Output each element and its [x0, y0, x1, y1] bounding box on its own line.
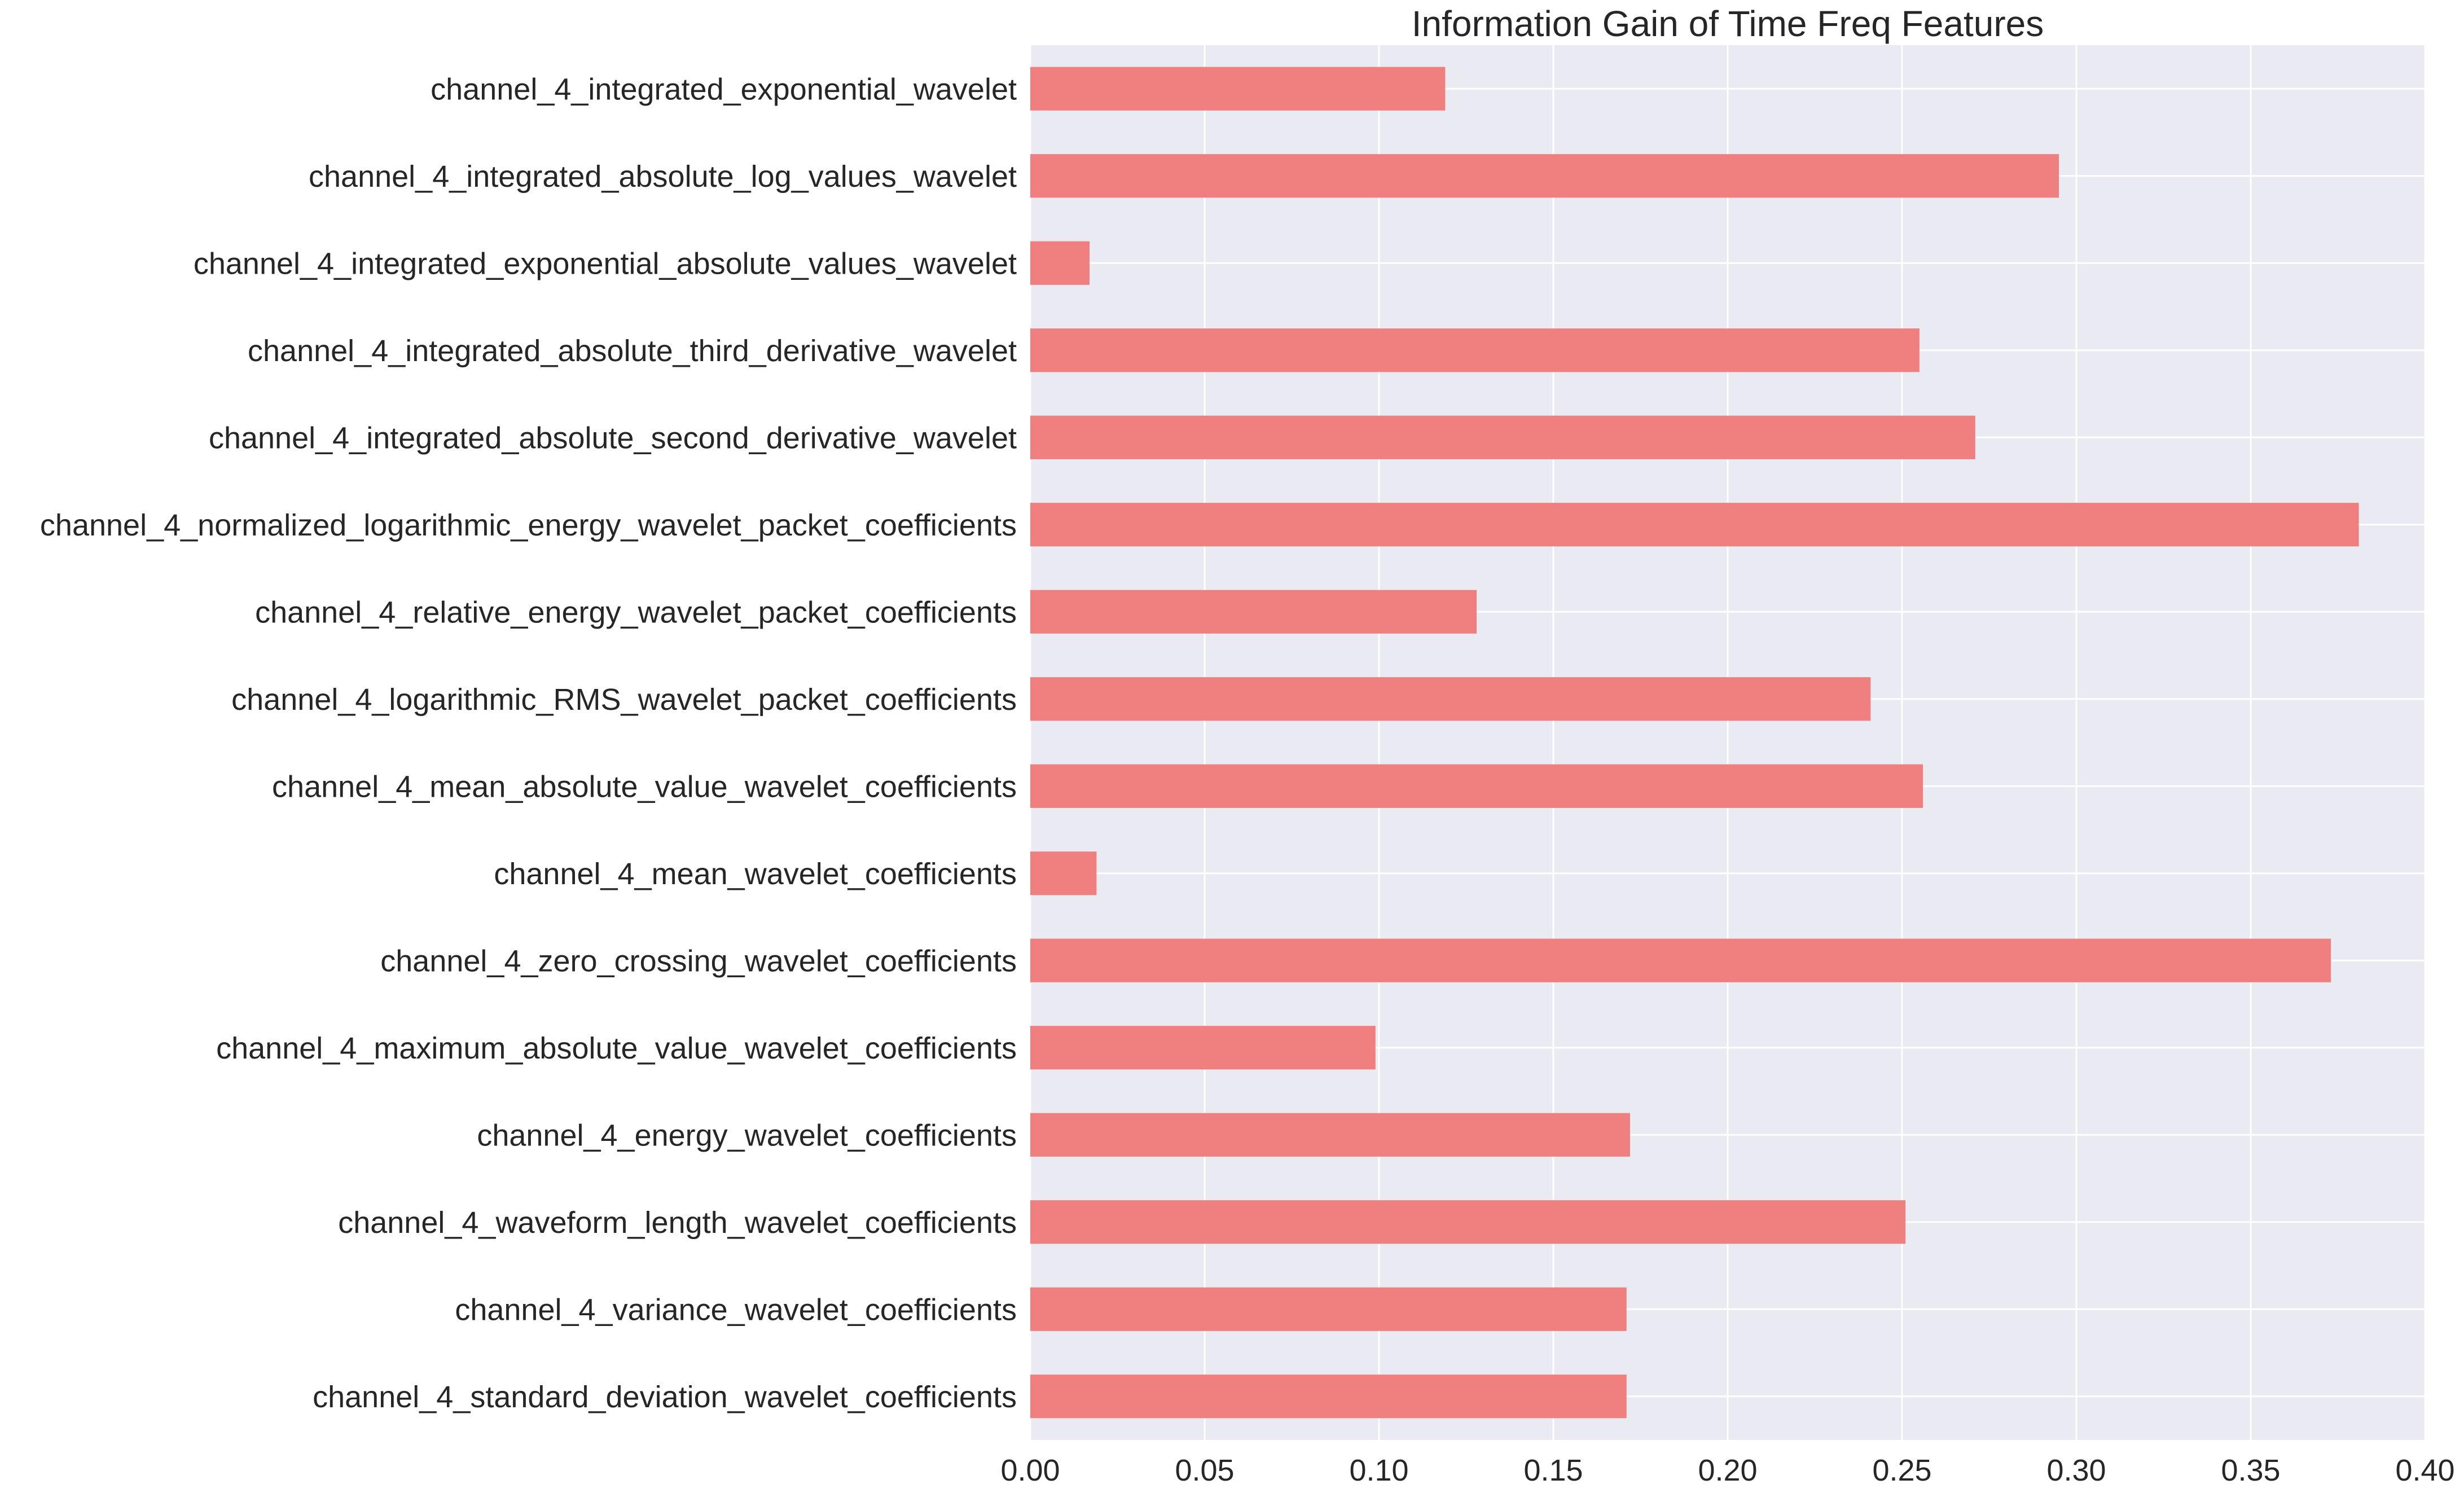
bar	[1030, 1026, 1376, 1070]
bar	[1030, 328, 1920, 372]
x-tick-labels: 0.00 0.05 0.10 0.15 0.20 0.25 0.30 0.35 0.40	[1000, 1454, 2454, 1487]
x-tick-label: 0.15	[1523, 1454, 1583, 1487]
y-tick-label: channel_4_logarithmic_RMS_wavelet_packet…	[231, 683, 1017, 717]
x-tick-label: 0.30	[2046, 1454, 2106, 1487]
y-tick-label: channel_4_normalized_logarithmic_energy_…	[40, 508, 1017, 542]
y-tick-label: channel_4_integrated_exponential_absolut…	[194, 247, 1017, 280]
chart-title: Information Gain of Time Freq Features	[1412, 3, 2044, 44]
bar	[1030, 677, 1871, 721]
bar	[1030, 67, 1446, 111]
x-tick-label: 0.40	[2395, 1454, 2454, 1487]
x-tick-label: 0.00	[1000, 1454, 1060, 1487]
y-tick-label: channel_4_mean_absolute_value_wavelet_co…	[272, 770, 1017, 803]
bar	[1030, 415, 1975, 459]
y-tick-label: channel_4_energy_wavelet_coefficients	[477, 1118, 1017, 1152]
bar	[1030, 590, 1477, 634]
bar	[1030, 938, 2331, 982]
bar	[1030, 1287, 1627, 1331]
bar	[1030, 851, 1097, 895]
y-tick-label: channel_4_relative_energy_wavelet_packet…	[255, 595, 1017, 629]
bar	[1030, 241, 1090, 285]
y-tick-label: channel_4_integrated_absolute_second_der…	[209, 421, 1017, 455]
y-tick-labels: channel_4_integrated_exponential_wavelet…	[40, 72, 1017, 1414]
bar	[1030, 764, 1923, 808]
y-tick-label: channel_4_integrated_exponential_wavelet	[431, 72, 1017, 106]
y-tick-label: channel_4_variance_wavelet_coefficients	[455, 1293, 1017, 1327]
bar	[1030, 503, 2359, 547]
bar	[1030, 1113, 1630, 1157]
bar	[1030, 1375, 1627, 1419]
x-tick-label: 0.25	[1872, 1454, 1931, 1487]
y-tick-label: channel_4_standard_deviation_wavelet_coe…	[313, 1380, 1017, 1414]
y-tick-label: channel_4_integrated_absolute_log_values…	[309, 160, 1017, 194]
y-tick-label: channel_4_integrated_absolute_third_deri…	[248, 334, 1017, 368]
x-tick-label: 0.35	[2221, 1454, 2280, 1487]
bar	[1030, 154, 2059, 198]
bar	[1030, 1200, 1906, 1244]
x-tick-label: 0.10	[1349, 1454, 1408, 1487]
y-tick-label: channel_4_waveform_length_wavelet_coeffi…	[338, 1206, 1017, 1240]
y-tick-label: channel_4_mean_wavelet_coefficients	[494, 857, 1017, 891]
y-tick-label: channel_4_zero_crossing_wavelet_coeffici…	[380, 944, 1017, 978]
x-tick-label: 0.05	[1175, 1454, 1234, 1487]
y-tick-label: channel_4_maximum_absolute_value_wavelet…	[216, 1031, 1017, 1065]
x-tick-label: 0.20	[1698, 1454, 1757, 1487]
bars	[1030, 67, 2359, 1419]
